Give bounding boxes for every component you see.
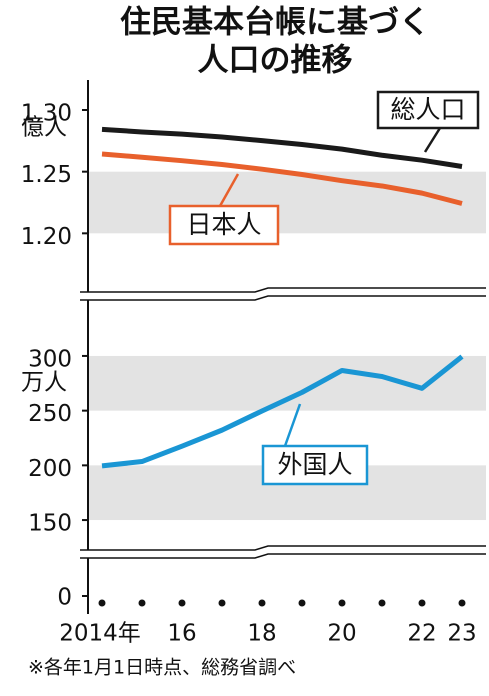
label-pointer bbox=[423, 127, 442, 153]
x-tick bbox=[298, 599, 306, 607]
x-tick bbox=[378, 599, 386, 607]
legend-label: 外国人 bbox=[277, 450, 352, 479]
x-tick bbox=[458, 599, 466, 607]
y-tick-label: 300 bbox=[28, 346, 72, 372]
legend-label: 総人口 bbox=[390, 95, 465, 124]
y-tick-label: 150 bbox=[28, 511, 72, 537]
x-tick-label: 22 bbox=[407, 621, 436, 647]
y-tick-label: 1.25 bbox=[21, 162, 72, 188]
axis-break-line bbox=[80, 295, 486, 301]
x-tick-label: 18 bbox=[247, 621, 276, 647]
series-line bbox=[101, 151, 463, 206]
y-tick-label: 1.20 bbox=[21, 224, 72, 250]
x-tick-label: 20 bbox=[327, 621, 356, 647]
unit-label: 億人 bbox=[21, 115, 67, 141]
x-tick bbox=[418, 599, 426, 607]
label-box bbox=[261, 444, 369, 486]
legend-label: 日本人 bbox=[186, 210, 261, 239]
x-tick-label: 2014年 bbox=[59, 621, 141, 647]
y-tick-label: 0 bbox=[57, 585, 72, 611]
y-tick-label: 200 bbox=[28, 456, 72, 482]
grid-band bbox=[88, 171, 486, 234]
x-tick bbox=[258, 599, 266, 607]
x-tick bbox=[218, 599, 226, 607]
series-line bbox=[101, 354, 464, 469]
label-box bbox=[168, 204, 280, 246]
label-pointer bbox=[218, 173, 240, 207]
axis-break-line bbox=[80, 287, 486, 293]
chart-title: 住民基本台帳に基づく bbox=[120, 5, 430, 41]
chart-title: 人口の推移 bbox=[198, 43, 353, 79]
x-tick bbox=[98, 599, 106, 607]
y-tick-label: 1.30 bbox=[21, 101, 72, 127]
x-tick bbox=[338, 599, 346, 607]
series-line bbox=[101, 126, 463, 169]
x-tick-label: 23 bbox=[447, 621, 476, 647]
axis-break-line bbox=[80, 545, 486, 551]
y-tick-label: 250 bbox=[28, 401, 72, 427]
footnote: ※各年1月1日時点、総務省調べ bbox=[28, 657, 296, 679]
x-tick-label: 16 bbox=[167, 621, 196, 647]
label-box bbox=[376, 90, 480, 130]
x-tick bbox=[178, 599, 186, 607]
x-tick bbox=[138, 599, 146, 607]
axis-break-line bbox=[80, 553, 486, 559]
label-pointer bbox=[283, 403, 302, 447]
unit-label: 万人 bbox=[21, 370, 67, 396]
